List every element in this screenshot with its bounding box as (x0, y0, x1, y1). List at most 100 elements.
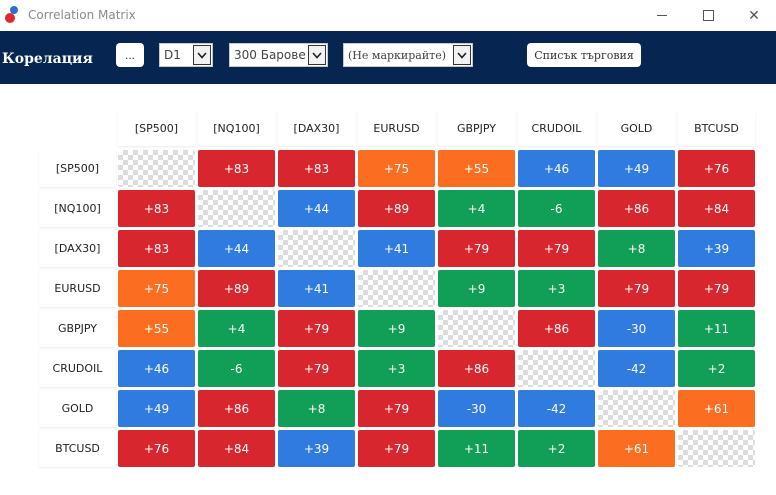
correlation-cell[interactable]: +86 (438, 350, 515, 387)
correlation-cell[interactable]: +8 (598, 230, 675, 267)
column-header: [NQ100] (198, 111, 275, 146)
row-header: CRUDOIL (39, 350, 116, 387)
correlation-cell[interactable]: +79 (598, 270, 675, 307)
correlation-cell[interactable]: +79 (438, 230, 515, 267)
correlation-cell[interactable]: +89 (358, 190, 435, 227)
chevron-down-icon (453, 45, 471, 65)
correlation-cell[interactable]: +76 (118, 430, 195, 467)
correlation-cell[interactable]: +83 (198, 150, 275, 187)
correlation-cell[interactable]: +79 (678, 270, 755, 307)
row-header: [DAX30] (39, 230, 116, 267)
correlation-cell[interactable]: -42 (598, 350, 675, 387)
row-header: BTCUSD (39, 430, 116, 467)
timeframe-value: D1 (164, 48, 181, 62)
correlation-cell[interactable]: +49 (118, 390, 195, 427)
correlation-cell[interactable]: +49 (598, 150, 675, 187)
row-header: [NQ100] (39, 190, 116, 227)
diagonal-cell (278, 230, 355, 267)
marking-select[interactable]: (Не маркирайте) (343, 43, 473, 67)
diagonal-cell (678, 430, 755, 467)
trade-list-button[interactable]: Списък търговия (527, 43, 641, 67)
column-header: GBPJPY (438, 111, 515, 146)
correlation-cell[interactable]: +83 (118, 190, 195, 227)
correlation-cell[interactable]: -30 (598, 310, 675, 347)
correlation-cell[interactable]: +75 (118, 270, 195, 307)
correlation-cell[interactable]: +86 (598, 190, 675, 227)
correlation-cell[interactable]: +41 (278, 270, 355, 307)
correlation-cell[interactable]: +79 (278, 350, 355, 387)
correlation-cell[interactable]: +86 (518, 310, 595, 347)
app-icon (5, 6, 23, 24)
correlation-cell[interactable]: -6 (198, 350, 275, 387)
correlation-matrix: [SP500] [NQ100] [DAX30] EURUSD GBPJPY CRUDOIL… (0, 84, 776, 495)
correlation-cell[interactable]: +79 (358, 430, 435, 467)
correlation-cell[interactable]: -6 (518, 190, 595, 227)
row-header: GOLD (39, 390, 116, 427)
correlation-cell[interactable]: +2 (518, 430, 595, 467)
correlation-cell[interactable]: +79 (358, 390, 435, 427)
correlation-cell[interactable]: +89 (198, 270, 275, 307)
correlation-cell[interactable]: +2 (678, 350, 755, 387)
chevron-down-icon (193, 45, 211, 65)
correlation-cell[interactable]: +55 (118, 310, 195, 347)
correlation-cell[interactable]: +84 (678, 190, 755, 227)
column-header: GOLD (598, 111, 675, 146)
correlation-cell[interactable]: -30 (438, 390, 515, 427)
correlation-cell[interactable]: +84 (198, 430, 275, 467)
column-header: [SP500] (118, 111, 195, 146)
correlation-cell[interactable]: +3 (358, 350, 435, 387)
chevron-down-icon (308, 45, 326, 65)
correlation-cell[interactable]: +4 (438, 190, 515, 227)
column-header: BTCUSD (678, 111, 755, 146)
correlation-cell[interactable]: +46 (518, 150, 595, 187)
correlation-cell[interactable]: +9 (438, 270, 515, 307)
correlation-cell[interactable]: +9 (358, 310, 435, 347)
correlation-cell[interactable]: -42 (518, 390, 595, 427)
window-title: Correlation Matrix (28, 8, 136, 22)
correlation-cell[interactable]: +61 (598, 430, 675, 467)
column-header: CRUDOIL (518, 111, 595, 146)
correlation-cell[interactable]: +8 (278, 390, 355, 427)
diagonal-cell (198, 190, 275, 227)
timeframe-select[interactable]: D1 (159, 43, 213, 67)
marking-value: (Не маркирайте) (348, 49, 447, 62)
column-header: [DAX30] (278, 111, 355, 146)
correlation-cell[interactable]: +39 (678, 230, 755, 267)
correlation-cell[interactable]: +44 (278, 190, 355, 227)
correlation-cell[interactable]: +11 (438, 430, 515, 467)
correlation-cell[interactable]: +11 (678, 310, 755, 347)
diagonal-cell (438, 310, 515, 347)
correlation-cell[interactable]: +79 (518, 230, 595, 267)
maximize-button[interactable] (685, 0, 731, 31)
maximize-icon (702, 10, 714, 21)
correlation-cell[interactable]: +4 (198, 310, 275, 347)
correlation-cell[interactable]: +83 (278, 150, 355, 187)
correlation-cell[interactable]: +79 (278, 310, 355, 347)
row-header: GBPJPY (39, 310, 116, 347)
correlation-cell[interactable]: +61 (678, 390, 755, 427)
minimize-button[interactable] (639, 0, 685, 31)
correlation-cell[interactable]: +46 (118, 350, 195, 387)
correlation-cell[interactable]: +86 (198, 390, 275, 427)
correlation-cell[interactable]: +3 (518, 270, 595, 307)
bars-select[interactable]: 300 Барове (229, 43, 328, 67)
close-button[interactable]: ✕ (731, 0, 776, 31)
diagonal-cell (358, 270, 435, 307)
minimize-icon (657, 15, 667, 16)
column-header: EURUSD (358, 111, 435, 146)
toolbar-title: Корелация (2, 51, 93, 67)
correlation-cell[interactable]: +83 (118, 230, 195, 267)
row-header: EURUSD (39, 270, 116, 307)
more-options-button[interactable]: ... (116, 43, 144, 67)
correlation-cell[interactable]: +55 (438, 150, 515, 187)
row-header: [SP500] (39, 150, 116, 187)
diagonal-cell (598, 390, 675, 427)
correlation-cell[interactable]: +75 (358, 150, 435, 187)
correlation-cell[interactable]: +39 (278, 430, 355, 467)
correlation-cell[interactable]: +41 (358, 230, 435, 267)
correlation-cell[interactable]: +44 (198, 230, 275, 267)
diagonal-cell (518, 350, 595, 387)
correlation-cell[interactable]: +76 (678, 150, 755, 187)
bars-value: 300 Барове (234, 48, 306, 62)
toolbar: Корелация ... D1 300 Барове (Не маркирай… (0, 31, 776, 84)
